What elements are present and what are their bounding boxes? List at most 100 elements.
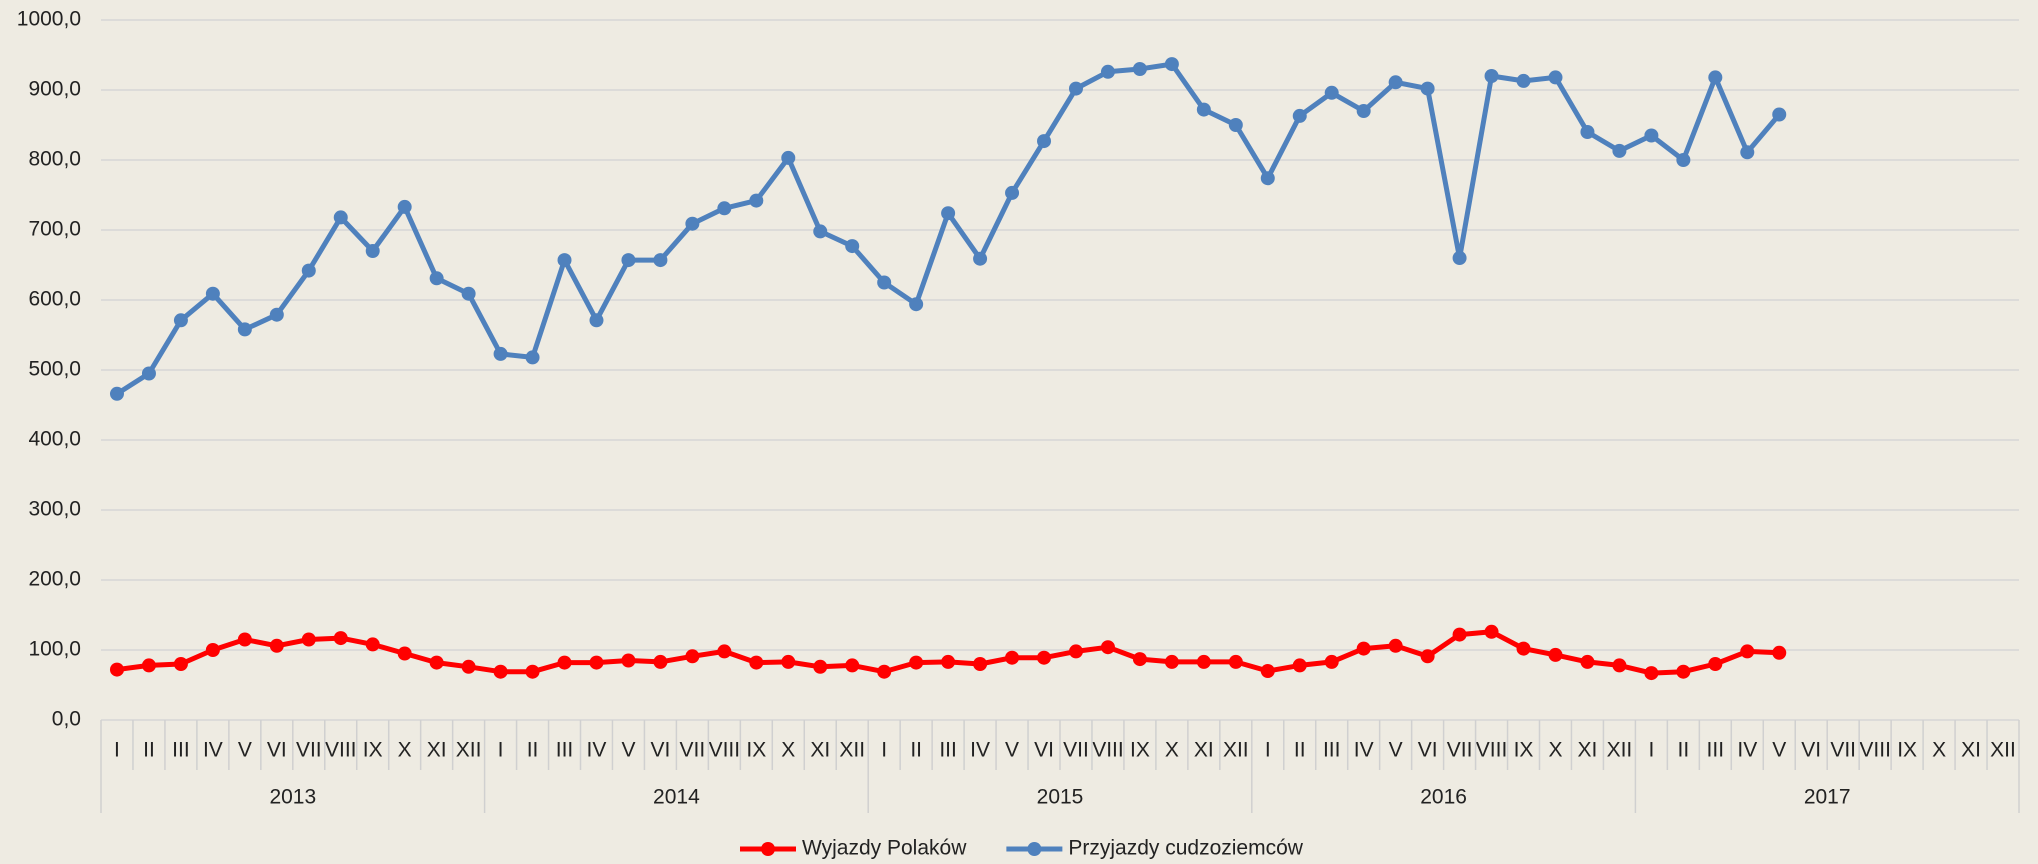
x-tick-label: XI: [810, 739, 830, 762]
y-tick-label: 400,0: [28, 428, 81, 451]
x-tick-label: V: [238, 739, 252, 762]
data-point: [1005, 185, 1020, 200]
data-point: [1612, 143, 1627, 158]
data-point: [1708, 657, 1723, 671]
data-point: [685, 649, 700, 664]
data-point: [1548, 647, 1563, 662]
data-point: [749, 655, 764, 670]
data-point: [717, 644, 732, 659]
x-tick-label: XII: [839, 739, 865, 762]
y-tick-label: 100,0: [28, 638, 81, 661]
x-tick-label: VIII: [1476, 739, 1508, 762]
x-tick-label: IV: [1354, 739, 1374, 762]
data-point: [397, 199, 412, 214]
data-point: [909, 655, 924, 670]
data-point: [1676, 153, 1691, 167]
x-tick-label: IX: [1514, 739, 1534, 762]
data-point: [909, 297, 924, 312]
data-point: [205, 286, 220, 301]
data-point: [557, 253, 572, 268]
x-tick-label: X: [1932, 739, 1946, 762]
group-label: 2016: [1420, 786, 1467, 809]
x-tick-label: VIII: [1859, 739, 1891, 762]
data-point: [173, 313, 188, 328]
data-point: [1644, 128, 1659, 143]
data-point: [589, 313, 604, 328]
x-tick-label: VII: [680, 739, 706, 762]
x-tick-label: V: [1389, 739, 1403, 762]
data-point: [1452, 627, 1467, 642]
data-point: [429, 655, 444, 670]
x-tick-label: I: [114, 739, 120, 762]
data-point: [621, 653, 636, 668]
data-point: [109, 662, 124, 677]
x-tick-label: VI: [1418, 739, 1438, 762]
x-tick-label: II: [1294, 739, 1306, 762]
data-point: [1005, 650, 1020, 665]
data-point: [813, 224, 828, 239]
data-point: [1100, 64, 1115, 79]
legend-marker: [1027, 842, 1042, 856]
data-point: [557, 655, 572, 670]
x-tick-label: VII: [1063, 739, 1089, 762]
group-label: 2017: [1804, 786, 1851, 809]
data-point: [1740, 145, 1755, 160]
data-point: [1228, 654, 1243, 669]
data-point: [1708, 70, 1723, 85]
data-point: [1420, 649, 1435, 664]
data-point: [1132, 62, 1147, 76]
data-point: [237, 322, 252, 337]
data-point: [845, 658, 860, 673]
x-tick-label: II: [910, 739, 922, 762]
data-point: [141, 366, 156, 381]
y-tick-label: 800,0: [28, 148, 81, 171]
data-point: [877, 664, 892, 679]
x-tick-label: XI: [1578, 739, 1598, 762]
x-tick-label: IX: [746, 739, 766, 762]
x-tick-label: X: [781, 739, 795, 762]
data-point: [1292, 658, 1307, 673]
data-point: [749, 193, 764, 208]
data-point: [1484, 69, 1499, 83]
data-point: [1580, 654, 1595, 669]
data-point: [461, 659, 476, 674]
x-tick-label: VIII: [1092, 739, 1124, 762]
data-point: [1644, 666, 1659, 681]
data-point: [109, 386, 124, 401]
data-point: [1388, 75, 1403, 90]
x-tick-label: IX: [363, 739, 383, 762]
data-point: [429, 271, 444, 286]
x-tick-label: V: [1772, 739, 1786, 762]
legend-marker: [761, 842, 775, 856]
x-tick-label: IV: [587, 739, 607, 762]
y-tick-label: 0,0: [52, 708, 81, 731]
x-tick-label: VII: [1447, 739, 1473, 762]
x-tick-label: VI: [1034, 739, 1054, 762]
x-tick-label: VI: [267, 739, 287, 762]
data-point: [1164, 57, 1179, 72]
data-point: [173, 657, 188, 671]
y-tick-label: 200,0: [28, 568, 81, 591]
data-point: [877, 275, 892, 290]
x-tick-label: XI: [427, 739, 447, 762]
x-tick-label: V: [621, 739, 635, 762]
data-point: [813, 659, 828, 674]
data-point: [1580, 125, 1595, 139]
data-point: [525, 664, 540, 679]
data-point: [1068, 81, 1083, 96]
data-point: [845, 239, 860, 254]
data-point: [205, 643, 220, 657]
data-point: [1516, 641, 1531, 656]
data-point: [1260, 171, 1275, 186]
x-tick-label: III: [939, 739, 957, 762]
data-point: [365, 244, 380, 258]
data-point: [493, 346, 508, 361]
data-point: [1324, 85, 1339, 100]
x-tick-label: X: [398, 739, 412, 762]
x-tick-label: VIII: [325, 739, 357, 762]
data-point: [1356, 104, 1371, 118]
data-point: [1612, 658, 1627, 673]
data-point: [1548, 70, 1563, 85]
x-tick-label: XII: [1607, 739, 1633, 762]
